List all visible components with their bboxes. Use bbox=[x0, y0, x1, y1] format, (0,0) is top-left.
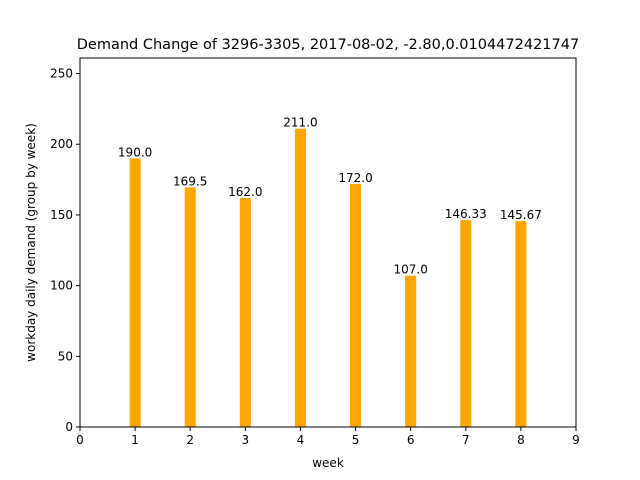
x-tick-label: 3 bbox=[242, 433, 250, 447]
bar-week-8 bbox=[515, 221, 527, 427]
data-label-week-2: 169.5 bbox=[173, 174, 207, 188]
bar-week-1 bbox=[129, 158, 141, 427]
y-tick-label: 100 bbox=[50, 279, 73, 293]
data-labels-layer: 190.0 169.5 162.0 211.0 172.0 107.0 146.33 145.… bbox=[118, 116, 542, 277]
y-axis-label: workday daily demand (group by week) bbox=[24, 123, 38, 362]
x-axis-label: week bbox=[312, 456, 344, 470]
y-tick-label: 200 bbox=[50, 137, 73, 151]
data-label-week-6: 107.0 bbox=[393, 263, 427, 277]
bar-week-3 bbox=[239, 197, 251, 427]
bar-week-5 bbox=[350, 183, 362, 427]
data-label-week-7: 146.33 bbox=[445, 207, 487, 221]
bar-week-4 bbox=[294, 128, 306, 428]
plot-frame bbox=[79, 57, 577, 428]
data-label-week-8: 145.67 bbox=[500, 208, 542, 222]
x-tick-label: 4 bbox=[297, 433, 305, 447]
y-tick-label: 150 bbox=[50, 208, 73, 222]
x-axis-ticks: 0 1 2 3 4 5 6 7 8 9 bbox=[76, 427, 580, 447]
x-tick-label: 8 bbox=[517, 433, 525, 447]
y-axis-ticks: 0 50 100 150 200 250 bbox=[50, 67, 80, 434]
y-tick-label: 250 bbox=[50, 67, 73, 81]
data-label-week-1: 190.0 bbox=[118, 145, 152, 159]
y-tick-label: 0 bbox=[65, 420, 73, 434]
bar-week-6 bbox=[405, 275, 417, 427]
x-tick-label: 5 bbox=[352, 433, 360, 447]
x-tick-label: 9 bbox=[572, 433, 580, 447]
x-tick-label: 0 bbox=[76, 433, 84, 447]
chart-title: Demand Change of 3296-3305, 2017-08-02, … bbox=[77, 37, 579, 53]
x-tick-label: 6 bbox=[407, 433, 415, 447]
y-tick-label: 50 bbox=[58, 349, 73, 363]
x-tick-label: 7 bbox=[462, 433, 470, 447]
bars-layer bbox=[129, 128, 527, 428]
data-label-week-5: 172.0 bbox=[338, 171, 372, 185]
x-tick-label: 2 bbox=[186, 433, 194, 447]
bar-week-2 bbox=[184, 187, 196, 427]
x-tick-label: 1 bbox=[131, 433, 139, 447]
bar-week-7 bbox=[460, 220, 472, 427]
data-label-week-4: 211.0 bbox=[283, 116, 317, 130]
data-label-week-3: 162.0 bbox=[228, 185, 262, 199]
